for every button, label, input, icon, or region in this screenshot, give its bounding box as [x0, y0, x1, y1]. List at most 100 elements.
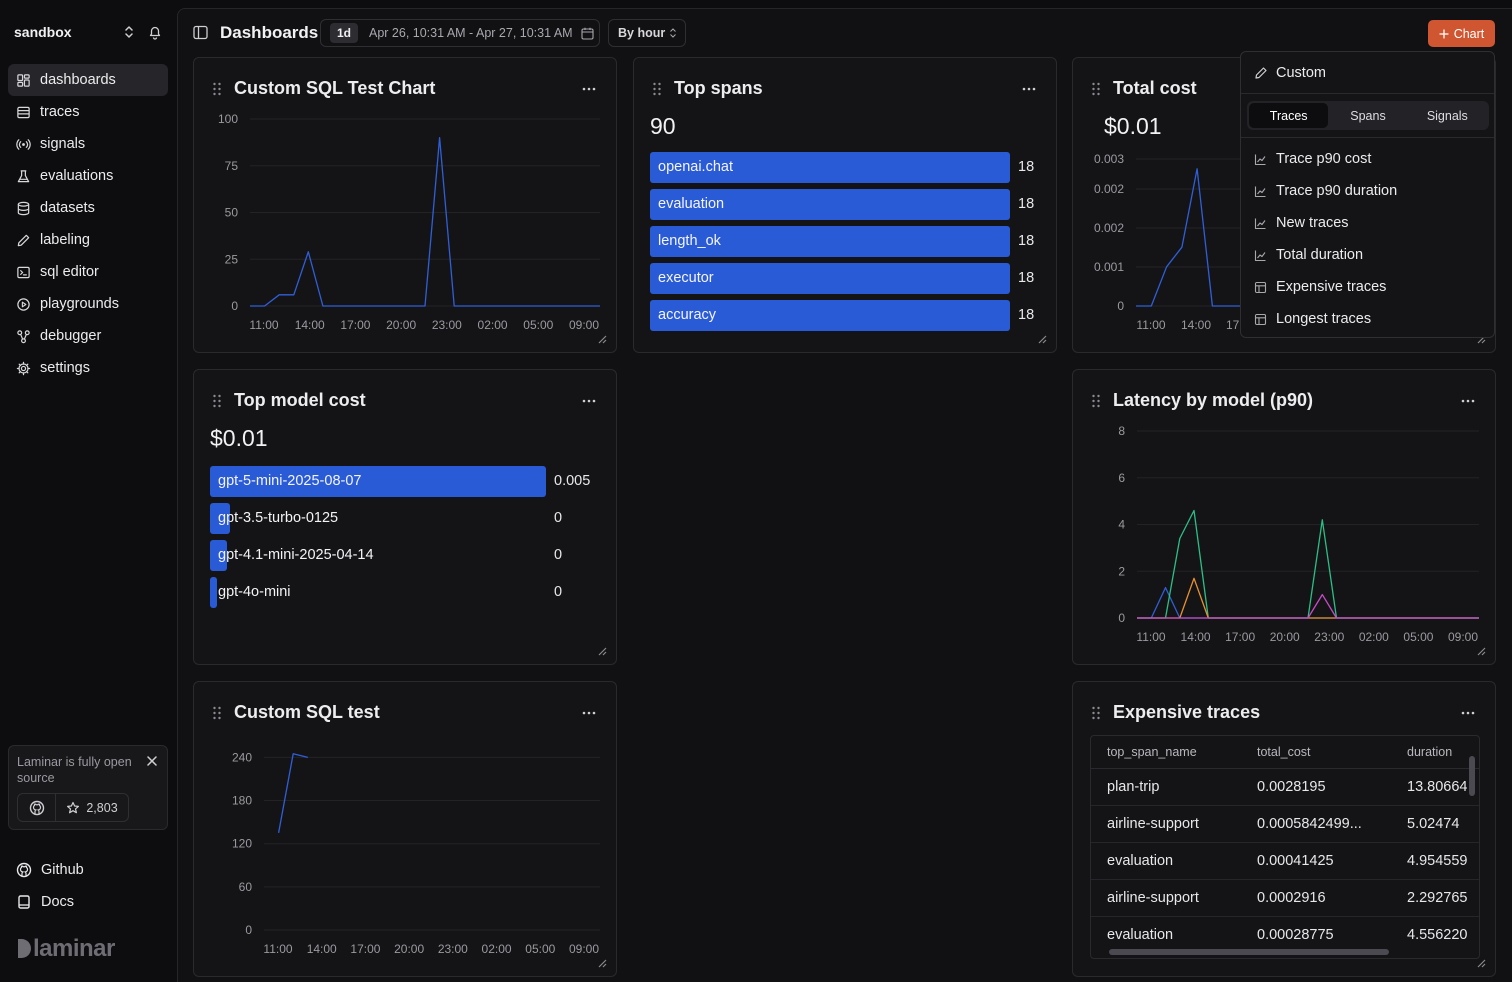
bar-value: 18	[1018, 307, 1035, 323]
range-preset-chip[interactable]: 1d	[330, 23, 358, 43]
more-icon[interactable]	[1461, 710, 1475, 716]
bar-value: 0.005	[554, 473, 591, 489]
more-icon[interactable]	[582, 710, 596, 716]
column-header[interactable]: top_span_name	[1107, 745, 1197, 759]
sidebar-item-traces[interactable]: traces	[8, 96, 168, 128]
chevrons-up-down-icon[interactable]	[120, 23, 138, 41]
drag-handle-icon[interactable]	[212, 706, 222, 720]
y-tick-label: 100	[218, 112, 238, 126]
table-cell: airline-support	[1107, 890, 1199, 906]
x-tick-label: 11:00	[1136, 630, 1165, 644]
resize-handle-icon[interactable]	[1477, 647, 1486, 656]
drag-handle-icon[interactable]	[212, 82, 222, 96]
x-tick-label: 14:00	[1181, 318, 1211, 332]
drag-handle-icon[interactable]	[1091, 394, 1101, 408]
logo-text: laminar	[33, 935, 115, 962]
bar-value: 0	[554, 547, 563, 563]
more-icon[interactable]	[1022, 86, 1036, 92]
date-range-picker[interactable]: 1d Apr 26, 10:31 AM - Apr 27, 10:31 AM	[320, 19, 600, 47]
tab-signals[interactable]: Signals	[1426, 108, 1468, 123]
scrollbar-thumb[interactable]	[1469, 756, 1475, 796]
github-link-label: Github	[41, 862, 84, 878]
more-icon[interactable]	[582, 398, 596, 404]
menu-item-expensive-traces[interactable]: Expensive traces	[1249, 271, 1489, 303]
resize-handle-icon[interactable]	[1038, 335, 1047, 344]
more-icon[interactable]	[1461, 398, 1475, 404]
tab-spans[interactable]: Spans	[1350, 108, 1386, 123]
drag-handle-icon[interactable]	[652, 82, 662, 96]
table-row[interactable]: airline-support 0.0002916 2.292765	[1091, 880, 1479, 917]
sidebar: sandbox dashboards traces signals evalua…	[0, 0, 176, 982]
series-line	[277, 753, 308, 834]
line-chart-icon	[1254, 218, 1266, 229]
menu-item-custom[interactable]: Custom	[1249, 60, 1487, 86]
github-icon	[16, 862, 32, 878]
sidebar-item-dashboards[interactable]: dashboards	[8, 64, 168, 96]
scrollbar-thumb[interactable]	[1109, 949, 1389, 955]
bell-icon[interactable]	[146, 23, 164, 41]
sidebar-item-evaluations[interactable]: evaluations	[8, 160, 168, 192]
sidebar-item-label: datasets	[40, 200, 95, 216]
table-row[interactable]: evaluation 0.00028775 4.556220	[1091, 917, 1479, 954]
sidebar-item-labeling[interactable]: labeling	[8, 224, 168, 256]
column-header[interactable]: total_cost	[1257, 745, 1311, 759]
table-row[interactable]: evaluation 0.00041425 4.954559	[1091, 843, 1479, 880]
menu-item-trace-p90-cost[interactable]: Trace p90 cost	[1249, 143, 1489, 175]
close-icon[interactable]	[146, 755, 158, 767]
drag-handle-icon[interactable]	[1091, 82, 1101, 96]
horizontal-scrollbar[interactable]	[1097, 948, 1459, 956]
sidebar-item-label: playgrounds	[40, 296, 119, 312]
gear-icon	[16, 361, 31, 375]
x-tick-label: 20:00	[394, 942, 424, 956]
sidebar-item-playgrounds[interactable]: playgrounds	[8, 288, 168, 320]
y-tick-label: 25	[225, 252, 239, 266]
menu-item-longest-traces[interactable]: Longest traces	[1249, 303, 1489, 335]
table-cell: 0.0028195	[1257, 779, 1326, 795]
group-by-select[interactable]: By hour	[608, 19, 686, 47]
radio-icon	[16, 138, 31, 150]
bar-value: 18	[1018, 159, 1035, 175]
open-source-card: Laminar is fully open source 2,803	[8, 745, 168, 830]
column-header[interactable]: duration	[1407, 745, 1453, 759]
drag-handle-icon[interactable]	[212, 394, 222, 408]
x-tick-label: 20:00	[1270, 630, 1300, 644]
group-by-value: By hour	[618, 26, 666, 40]
sidebar-item-label: dashboards	[40, 72, 116, 88]
sidebar-item-datasets[interactable]: datasets	[8, 192, 168, 224]
resize-handle-icon[interactable]	[598, 335, 607, 344]
sidebar-toggle-icon[interactable]	[193, 25, 208, 40]
add-chart-button[interactable]: Chart	[1428, 20, 1495, 47]
vertical-scrollbar[interactable]	[1468, 742, 1476, 932]
x-tick-label: 02:00	[478, 318, 508, 332]
more-icon[interactable]	[582, 86, 596, 92]
docs-link[interactable]: Docs	[8, 886, 168, 918]
star-button[interactable]: 2,803	[56, 794, 128, 821]
y-tick-label: 8	[1118, 424, 1125, 438]
sidebar-item-signals[interactable]: signals	[8, 128, 168, 160]
menu-item-new-traces[interactable]: New traces	[1249, 207, 1489, 239]
line-chart-icon	[1254, 250, 1266, 261]
resize-handle-icon[interactable]	[598, 959, 607, 968]
play-icon	[17, 297, 30, 311]
table-cell: 5.02474	[1407, 816, 1460, 832]
table-row[interactable]: airline-support 0.0005842499... 5.02474	[1091, 806, 1479, 843]
resize-handle-icon[interactable]	[598, 647, 607, 656]
sidebar-item-sql-editor[interactable]: sql editor	[8, 256, 168, 288]
book-icon	[18, 895, 30, 909]
tab-traces[interactable]: Traces	[1249, 103, 1329, 128]
drag-handle-icon[interactable]	[1091, 706, 1101, 720]
github-star-buttons: 2,803	[17, 793, 129, 822]
bar-value: 0	[554, 584, 563, 600]
menu-item-trace-p90-duration[interactable]: Trace p90 duration	[1249, 175, 1489, 207]
github-link[interactable]: Github	[8, 854, 168, 886]
github-button[interactable]	[18, 794, 56, 821]
x-tick-label: 14:00	[307, 942, 337, 956]
table-row[interactable]: plan-trip 0.0028195 13.80664	[1091, 769, 1479, 806]
sidebar-item-debugger[interactable]: debugger	[8, 320, 168, 352]
menu-item-total-duration[interactable]: Total duration	[1249, 239, 1489, 271]
workspace-switcher[interactable]: sandbox	[0, 14, 176, 50]
sidebar-item-settings[interactable]: settings	[8, 352, 168, 384]
plus-icon	[1439, 28, 1449, 39]
resize-handle-icon[interactable]	[1477, 959, 1486, 968]
sidebar-nav: dashboards traces signals evaluations da…	[8, 64, 168, 384]
